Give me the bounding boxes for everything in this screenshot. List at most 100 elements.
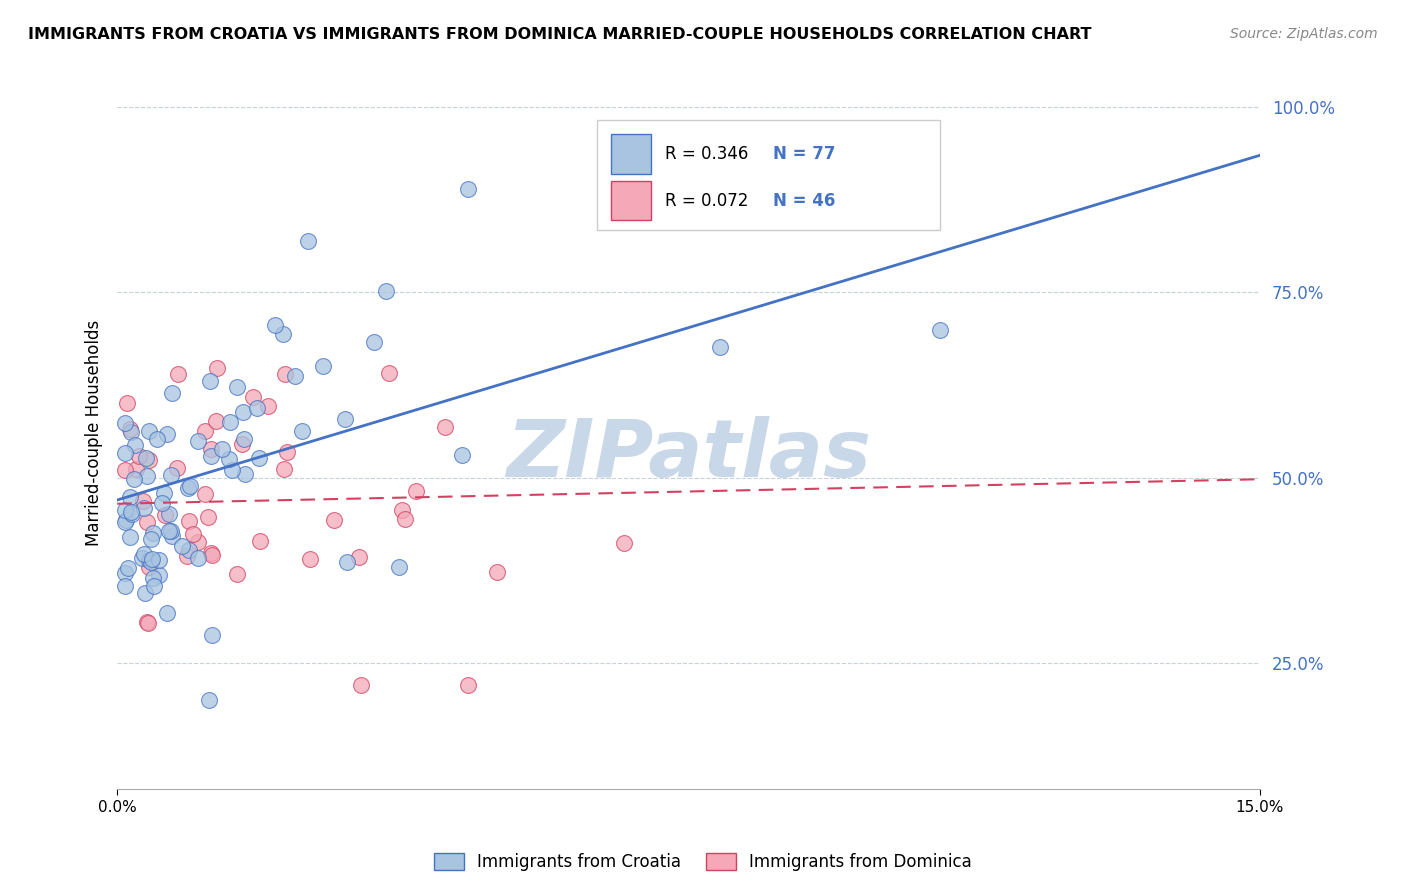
Point [135, 515, 157, 529]
Point [117, 561, 139, 575]
Point [160, 467, 183, 482]
Text: N = 46: N = 46 [773, 192, 835, 210]
Point [146, 433, 169, 447]
Point [114, 579, 136, 593]
Text: R = 0.346: R = 0.346 [665, 145, 748, 163]
Point [225, 379, 247, 393]
Point [485, 566, 508, 580]
Point [299, 552, 322, 566]
Point [162, 385, 184, 400]
FancyBboxPatch shape [610, 181, 651, 219]
Point [139, 532, 162, 546]
Point [291, 424, 314, 438]
Point [141, 552, 163, 566]
Point [138, 560, 160, 574]
Point [121, 505, 143, 519]
Point [232, 404, 254, 418]
Point [134, 547, 156, 561]
Point [141, 555, 163, 569]
Point [205, 414, 228, 428]
Point [264, 318, 287, 332]
Point [125, 462, 148, 476]
Text: Source: ZipAtlas.com: Source: ZipAtlas.com [1230, 27, 1378, 41]
FancyBboxPatch shape [610, 135, 651, 174]
Point [135, 451, 157, 466]
Point [249, 534, 271, 549]
Point [159, 524, 181, 539]
Point [160, 529, 183, 543]
Text: R = 0.072: R = 0.072 [665, 192, 748, 210]
Point [350, 678, 373, 692]
Point [121, 508, 143, 522]
Point [131, 550, 153, 565]
Point [120, 530, 142, 544]
Point [457, 181, 479, 195]
Point [347, 549, 370, 564]
Point [201, 548, 224, 562]
Point [388, 559, 411, 574]
Point [200, 442, 222, 456]
Point [231, 437, 253, 451]
Point [167, 367, 190, 381]
Point [200, 449, 222, 463]
Point [138, 424, 160, 438]
Point [156, 606, 179, 620]
Point [179, 479, 201, 493]
Point [179, 543, 201, 558]
Text: ZIPatlas: ZIPatlas [506, 416, 872, 493]
Point [333, 412, 356, 426]
Point [177, 515, 200, 529]
Point [197, 510, 219, 524]
Point [114, 515, 136, 529]
Point [233, 432, 256, 446]
Point [120, 425, 142, 439]
Point [709, 340, 731, 354]
Point [218, 452, 240, 467]
Point [136, 469, 159, 483]
Point [391, 503, 413, 517]
Point [148, 552, 170, 566]
Point [114, 513, 136, 527]
Point [124, 438, 146, 452]
Point [284, 369, 307, 384]
Point [197, 693, 219, 707]
Point [114, 463, 136, 477]
Point [122, 473, 145, 487]
Point [177, 481, 200, 495]
Y-axis label: Married-couple Households: Married-couple Households [86, 320, 103, 547]
Point [226, 566, 249, 581]
Point [378, 366, 401, 380]
Point [148, 568, 170, 582]
Point [219, 416, 242, 430]
Text: N = 77: N = 77 [773, 145, 835, 163]
Legend: Immigrants from Croatia, Immigrants from Dominica: Immigrants from Croatia, Immigrants from… [426, 845, 980, 880]
Point [142, 571, 165, 585]
FancyBboxPatch shape [598, 120, 941, 230]
Point [166, 461, 188, 475]
Point [187, 434, 209, 448]
Point [187, 534, 209, 549]
Point [150, 496, 173, 510]
Point [297, 234, 319, 248]
Point [138, 553, 160, 567]
Point [153, 485, 176, 500]
Point [181, 526, 204, 541]
Point [201, 628, 224, 642]
Point [929, 322, 952, 336]
Point [613, 536, 636, 550]
Point [246, 401, 269, 416]
Point [118, 490, 141, 504]
Point [434, 420, 457, 434]
Point [336, 556, 359, 570]
Point [457, 678, 479, 692]
Point [247, 451, 270, 466]
Point [132, 494, 155, 508]
Point [114, 503, 136, 517]
Point [157, 524, 180, 539]
Point [170, 539, 193, 553]
Point [274, 367, 297, 381]
Point [114, 566, 136, 580]
Point [451, 448, 474, 462]
Point [233, 467, 256, 481]
Point [271, 326, 294, 341]
